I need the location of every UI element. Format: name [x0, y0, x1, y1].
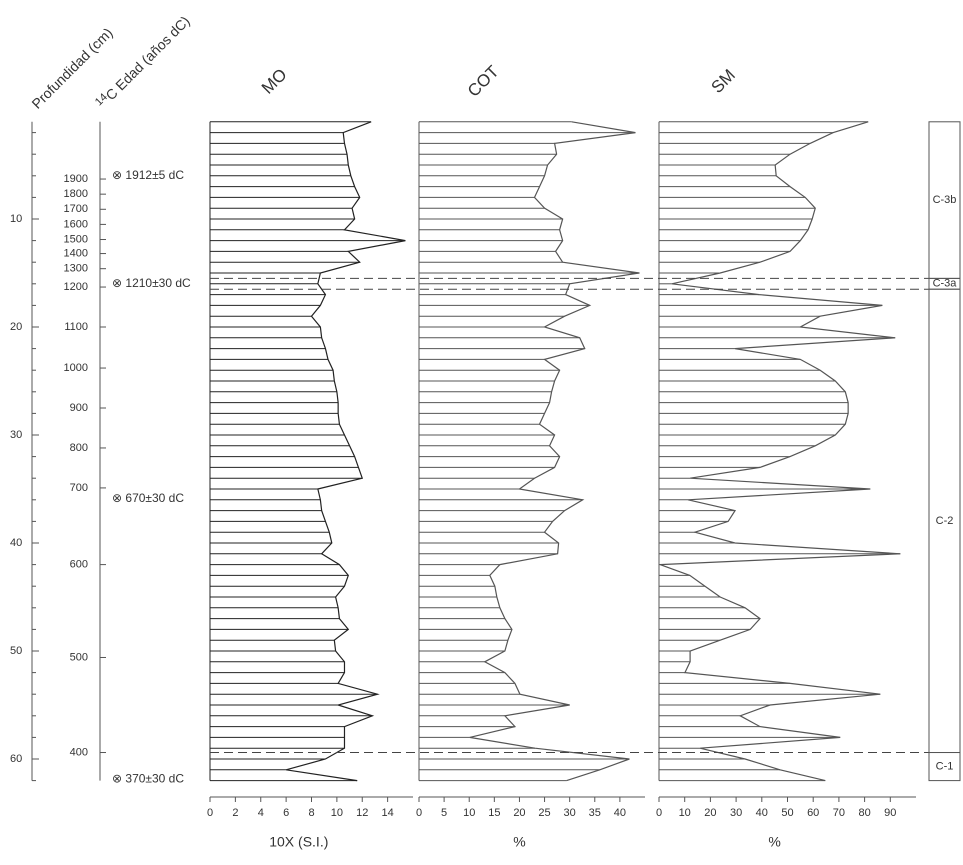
date-label: ⊗ 1210±30 dC: [112, 276, 191, 290]
age-tick-label: 1000: [64, 362, 88, 374]
depth-tick-label: 20: [10, 321, 22, 333]
age-tick-label: 800: [70, 442, 88, 454]
unit-label: C-2: [936, 515, 954, 527]
age-tick-label: 500: [70, 651, 88, 663]
x-tick-label: 30: [564, 807, 576, 819]
age-axis-title-main: C Edad (años dC): [102, 13, 193, 104]
x-tick-label: 60: [807, 807, 819, 819]
age-tick-label: 1400: [64, 247, 88, 259]
depth-tick-label: 10: [10, 213, 22, 225]
age-tick-label: 400: [70, 746, 88, 758]
x-axis-label: %: [768, 834, 780, 850]
x-tick-label: 2: [232, 807, 238, 819]
x-tick-label: 14: [382, 807, 394, 819]
x-tick-label: 0: [656, 807, 662, 819]
x-tick-label: 20: [513, 807, 525, 819]
age-tick-label: 1800: [64, 188, 88, 200]
profile-line: [285, 121, 406, 782]
depth-tick-label: 30: [10, 429, 22, 441]
depth-tick-label: 60: [10, 753, 22, 765]
x-tick-label: 0: [207, 807, 213, 819]
x-tick-label: 5: [441, 807, 447, 819]
unit-label: C-3a: [933, 278, 958, 290]
age-tick-label: 600: [70, 559, 88, 571]
age-tick-label: 1500: [64, 233, 88, 245]
age-tick-label: 1900: [64, 173, 88, 185]
x-tick-label: 15: [488, 807, 500, 819]
x-tick-label: 40: [614, 807, 626, 819]
x-tick-label: 10: [679, 807, 691, 819]
x-tick-label: 0: [416, 807, 422, 819]
age-tick-label: 1700: [64, 203, 88, 215]
x-tick-label: 30: [730, 807, 742, 819]
x-axis-label: %: [513, 834, 525, 850]
x-tick-label: 40: [756, 807, 768, 819]
profile-line: [469, 121, 640, 782]
x-tick-label: 25: [538, 807, 550, 819]
age-axis-title: 14C Edad (años dC): [93, 12, 193, 112]
unit-label: C-3b: [933, 194, 957, 206]
date-label: ⊗ 370±30 dC: [112, 772, 184, 786]
depth-tick-label: 50: [10, 645, 22, 657]
x-tick-label: 6: [283, 807, 289, 819]
x-tick-label: 80: [858, 807, 870, 819]
panel-title: SM: [708, 66, 739, 97]
x-tick-label: 12: [356, 807, 368, 819]
age-tick-label: 1200: [64, 281, 88, 293]
x-tick-label: 70: [833, 807, 845, 819]
age-tick-label: 1600: [64, 218, 88, 230]
x-tick-label: 35: [589, 807, 601, 819]
depth-tick-label: 40: [10, 537, 22, 549]
profile-line: [659, 121, 901, 782]
date-label: ⊗ 1912±5 dC: [112, 168, 184, 182]
unit-label: C-1: [936, 760, 954, 772]
panel-title: COT: [464, 62, 503, 101]
x-tick-label: 50: [781, 807, 793, 819]
x-tick-label: 10: [331, 807, 343, 819]
date-label: ⊗ 670±30 dC: [112, 491, 184, 505]
age-tick-label: 1300: [64, 263, 88, 275]
panel-title: MO: [258, 65, 291, 98]
x-tick-label: 10: [463, 807, 475, 819]
x-axis-label: 10X (S.I.): [269, 834, 328, 850]
age-tick-label: 1100: [64, 321, 88, 333]
x-tick-label: 4: [258, 807, 264, 819]
age-tick-label: 900: [70, 402, 88, 414]
x-tick-label: 90: [884, 807, 896, 819]
x-tick-label: 20: [704, 807, 716, 819]
x-tick-label: 8: [308, 807, 314, 819]
unit-box: [928, 752, 961, 782]
age-tick-label: 700: [70, 482, 88, 494]
